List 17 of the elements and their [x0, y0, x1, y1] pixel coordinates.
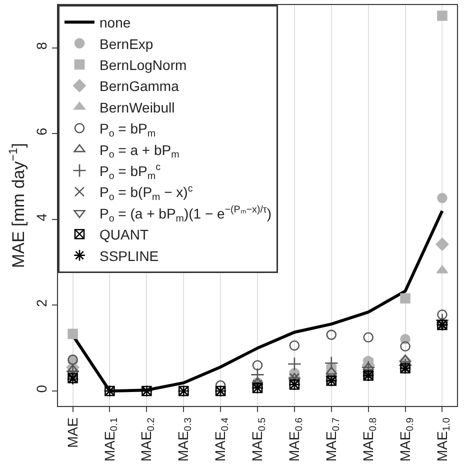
legend-label: P$_{o}$ = b(P$_{m}$ − x)$^{c}$	[100, 183, 193, 204]
legend-label: SSPLINE	[100, 248, 159, 264]
legend-label: none	[100, 14, 131, 31]
y-tick-label: 4	[33, 213, 50, 222]
x-tick-label: MAE	[64, 418, 80, 448]
legend-label: P$_{o}$ = bP$_{m}$	[100, 120, 156, 140]
legend-label: BernGamma	[100, 78, 180, 94]
legend-label: P$_{o}$ = (a + bP$_{m}$)(1 − e$^{−(Pₘ−x)/τ}$)	[100, 204, 272, 224]
legend-label: QUANT	[100, 226, 149, 243]
y-tick-label: 0	[33, 384, 50, 393]
y-tick-label: 8	[33, 42, 50, 50]
legend-label: BernWeibull	[100, 99, 175, 116]
y-tick-label: 2	[33, 299, 50, 308]
legend-label: BernLogNorm	[100, 56, 187, 73]
legend-label: BernExp	[100, 36, 154, 52]
legend-label: P$_{o}$ = a + bP$_{m}$	[100, 142, 180, 161]
y-tick-label: 6	[33, 127, 50, 136]
